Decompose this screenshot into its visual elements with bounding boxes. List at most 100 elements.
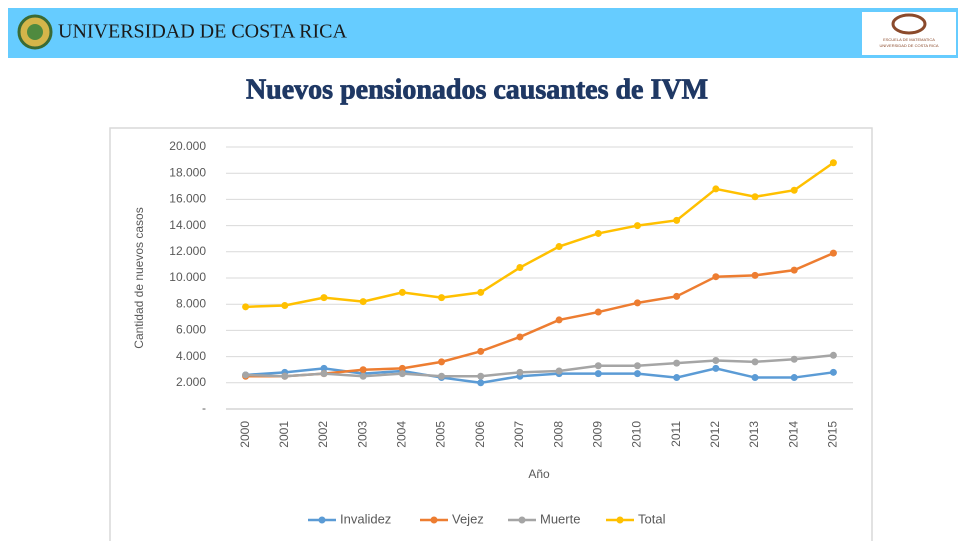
data-point bbox=[751, 271, 759, 279]
data-point bbox=[829, 159, 837, 167]
x-tick-label: 2013 bbox=[747, 421, 761, 448]
data-point bbox=[633, 222, 641, 230]
x-tick-label: 2015 bbox=[826, 421, 840, 448]
data-point bbox=[790, 266, 798, 274]
data-point bbox=[712, 185, 720, 193]
data-point bbox=[281, 302, 289, 310]
data-point bbox=[712, 273, 720, 281]
data-point bbox=[712, 364, 720, 372]
data-point bbox=[398, 288, 406, 296]
data-point bbox=[438, 358, 446, 366]
data-point bbox=[751, 374, 759, 382]
x-tick-label: 2007 bbox=[512, 421, 526, 448]
data-point bbox=[242, 371, 250, 379]
x-tick-label: 2011 bbox=[669, 421, 683, 447]
legend-marker bbox=[318, 516, 326, 524]
university-logo-center bbox=[27, 24, 43, 40]
data-point bbox=[516, 368, 524, 376]
data-point bbox=[751, 193, 759, 201]
x-tick-label: 2012 bbox=[708, 421, 722, 448]
legend-marker bbox=[616, 516, 624, 524]
data-point bbox=[320, 370, 328, 378]
data-point bbox=[555, 243, 563, 251]
data-point bbox=[829, 351, 837, 359]
data-point bbox=[438, 294, 446, 302]
x-tick-label: 2003 bbox=[355, 421, 369, 448]
data-point bbox=[516, 333, 524, 341]
data-point bbox=[790, 374, 798, 382]
data-point bbox=[398, 370, 406, 378]
data-point bbox=[673, 359, 681, 367]
x-tick-label: 2010 bbox=[630, 421, 644, 448]
school-logo bbox=[891, 13, 927, 35]
data-point bbox=[477, 372, 485, 380]
x-tick-label: 2001 bbox=[277, 421, 291, 448]
x-tick-label: 2005 bbox=[434, 421, 448, 448]
data-point bbox=[594, 308, 602, 316]
data-point bbox=[555, 316, 563, 324]
data-point bbox=[359, 366, 367, 374]
y-tick-label: 18.000 bbox=[169, 165, 206, 179]
y-tick-label: 6.000 bbox=[176, 323, 206, 337]
data-point bbox=[242, 303, 250, 311]
chart-frame bbox=[109, 127, 873, 541]
data-point bbox=[555, 367, 563, 375]
data-point bbox=[633, 362, 641, 370]
legend-label: Vejez bbox=[452, 511, 484, 526]
x-axis-label: Año bbox=[528, 467, 550, 481]
legend-marker bbox=[430, 516, 438, 524]
x-tick-label: 2000 bbox=[238, 421, 252, 448]
y-tick-label: 12.000 bbox=[169, 244, 206, 258]
data-point bbox=[438, 372, 446, 380]
legend-label: Total bbox=[638, 511, 666, 526]
school-logo-text: ESCUELA DE MATEMATICA bbox=[883, 37, 935, 42]
series-line bbox=[245, 161, 835, 309]
y-tick-label: 16.000 bbox=[169, 192, 206, 206]
data-point bbox=[359, 372, 367, 380]
data-point bbox=[594, 370, 602, 378]
data-point bbox=[477, 379, 485, 387]
data-point bbox=[594, 362, 602, 370]
school-logo-text: UNIVERSIDAD DE COSTA RICA bbox=[879, 43, 938, 48]
series-line bbox=[245, 251, 834, 378]
data-point bbox=[633, 299, 641, 307]
data-point bbox=[398, 364, 406, 372]
y-tick-label: 2.000 bbox=[176, 375, 206, 389]
x-tick-label: 2009 bbox=[590, 421, 604, 448]
header-bar bbox=[8, 8, 958, 58]
y-axis-label: Cantidad de nuevos casos bbox=[132, 207, 146, 348]
data-point bbox=[281, 372, 289, 380]
legend-label: Muerte bbox=[540, 511, 580, 526]
university-name: UNIVERSIDAD DE COSTA RICA bbox=[58, 21, 348, 43]
series-line bbox=[245, 354, 834, 378]
data-point bbox=[516, 264, 524, 272]
data-point bbox=[751, 358, 759, 366]
data-point bbox=[633, 370, 641, 378]
y-tick-label: 4.000 bbox=[176, 349, 206, 363]
data-point bbox=[790, 186, 798, 194]
data-point bbox=[320, 364, 328, 372]
data-point bbox=[673, 292, 681, 300]
x-tick-label: 2002 bbox=[316, 421, 330, 448]
legend-marker bbox=[518, 516, 526, 524]
data-point bbox=[790, 355, 798, 363]
chart-title: Nuevos pensionados causantes de IVM bbox=[246, 74, 708, 105]
data-point bbox=[359, 298, 367, 306]
data-point bbox=[712, 357, 720, 365]
data-point bbox=[673, 216, 681, 224]
y-tick-label: 20.000 bbox=[169, 139, 206, 153]
data-point bbox=[829, 249, 837, 257]
x-tick-label: 2004 bbox=[395, 421, 409, 448]
x-tick-label: 2006 bbox=[473, 421, 487, 448]
y-tick-label: - bbox=[202, 401, 206, 415]
data-point bbox=[673, 374, 681, 382]
data-point bbox=[320, 294, 328, 302]
legend-label: Invalidez bbox=[340, 511, 391, 526]
data-point bbox=[477, 288, 485, 296]
data-point bbox=[829, 368, 837, 376]
data-point bbox=[594, 229, 602, 237]
y-tick-label: 8.000 bbox=[176, 296, 206, 310]
y-tick-label: 10.000 bbox=[169, 270, 206, 284]
y-tick-label: 14.000 bbox=[169, 218, 206, 232]
